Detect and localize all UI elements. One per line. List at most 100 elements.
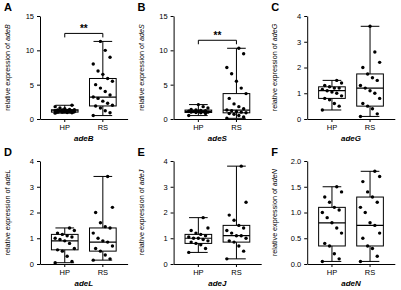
y-tick-mark (171, 50, 174, 51)
lower-whisker (236, 242, 237, 259)
point (65, 234, 68, 237)
y-tick-label: 15 (159, 12, 167, 21)
point (53, 261, 56, 264)
point (378, 61, 381, 64)
point (194, 242, 197, 245)
x-tick-mark (64, 119, 65, 122)
y-tick: 3 (163, 183, 173, 192)
y-tick-mark (171, 16, 174, 17)
y-axis: 051015 (26, 12, 41, 124)
point (106, 77, 109, 80)
y-tick-label: 0 (163, 115, 167, 124)
point (106, 175, 109, 178)
point (92, 95, 95, 98)
y-tick-label: 2 (163, 208, 167, 217)
point (225, 257, 228, 260)
point (376, 112, 379, 115)
point (359, 84, 362, 87)
y-tick: 0.0 (291, 260, 307, 269)
point (63, 107, 66, 110)
y-axis: 01234 (163, 157, 174, 269)
y-tick: 3 (297, 38, 307, 47)
x-tick-mark (236, 119, 237, 122)
point (108, 56, 111, 59)
point (230, 72, 233, 75)
upper-whisker (331, 187, 332, 208)
y-tick-label: 0.0 (291, 260, 301, 269)
point (237, 105, 240, 108)
x-axis-title: adeJ (208, 279, 227, 288)
y-tick: 5 (30, 81, 40, 90)
point (376, 201, 379, 204)
whisker-cap (323, 186, 342, 187)
point (240, 164, 243, 167)
plot: 01234HPRS (163, 157, 261, 277)
point (111, 80, 114, 83)
point (225, 66, 228, 69)
point (371, 247, 374, 250)
upper-whisker (64, 228, 65, 234)
x-tick: RS (365, 119, 375, 132)
panel-title: C (271, 1, 279, 13)
y-axis-title: relative expression of adeJ (137, 169, 146, 255)
y-tick: 0 (163, 115, 173, 124)
panel-title: E (138, 146, 145, 158)
point (111, 206, 114, 209)
box (90, 78, 117, 105)
y-axis-line (40, 17, 41, 120)
y-tick: 0 (30, 260, 40, 269)
x-tick-label: HP (193, 268, 203, 277)
point (53, 105, 56, 108)
point (368, 89, 371, 92)
panel: 051015HPRS**BadeSrelative expression of … (137, 1, 262, 143)
y-tick-mark (37, 119, 40, 120)
y-axis: 01234 (297, 12, 308, 124)
point (111, 244, 114, 247)
x-tick: HP (327, 119, 337, 132)
y-tick-label: 0 (30, 115, 34, 124)
lower-whisker (331, 98, 332, 110)
whisker-cap (227, 166, 246, 167)
marks (51, 175, 116, 264)
x-tick-label: HP (327, 268, 337, 277)
lower-whisker (64, 250, 65, 263)
y-tick-label: 0 (297, 115, 301, 124)
point (242, 249, 245, 252)
x-tick: RS (231, 264, 241, 277)
point (359, 260, 362, 263)
point (366, 104, 369, 107)
point (244, 201, 247, 204)
point (335, 185, 338, 188)
x-axis-line (41, 119, 129, 120)
y-tick-mark (37, 16, 40, 17)
point (228, 239, 231, 242)
point (199, 109, 202, 112)
upper-whisker (331, 80, 332, 86)
point (187, 235, 190, 238)
upper-whisker (102, 176, 103, 228)
y-tick-mark (304, 187, 307, 188)
point (325, 89, 328, 92)
point (378, 97, 381, 100)
point (206, 106, 209, 109)
x-tick-label: HP (60, 268, 70, 277)
y-tick-mark (304, 93, 307, 94)
x-tick-label: HP (327, 123, 337, 132)
y-axis: 051015 (159, 12, 174, 124)
point (108, 111, 111, 114)
point (340, 94, 343, 97)
y-tick-label: 5 (30, 81, 34, 90)
box (357, 197, 384, 246)
y-tick: 2.0 (291, 157, 307, 166)
y-tick-label: 3 (163, 183, 167, 192)
x-tick: HP (327, 264, 337, 277)
point (73, 247, 76, 250)
y-tick-mark (37, 213, 40, 214)
x-axis-title: adeG (341, 134, 361, 143)
point (194, 108, 197, 111)
whisker-cap (323, 109, 342, 110)
x-axis-line (308, 264, 396, 265)
point (108, 257, 111, 260)
point (359, 115, 362, 118)
y-tick-mark (37, 238, 40, 239)
